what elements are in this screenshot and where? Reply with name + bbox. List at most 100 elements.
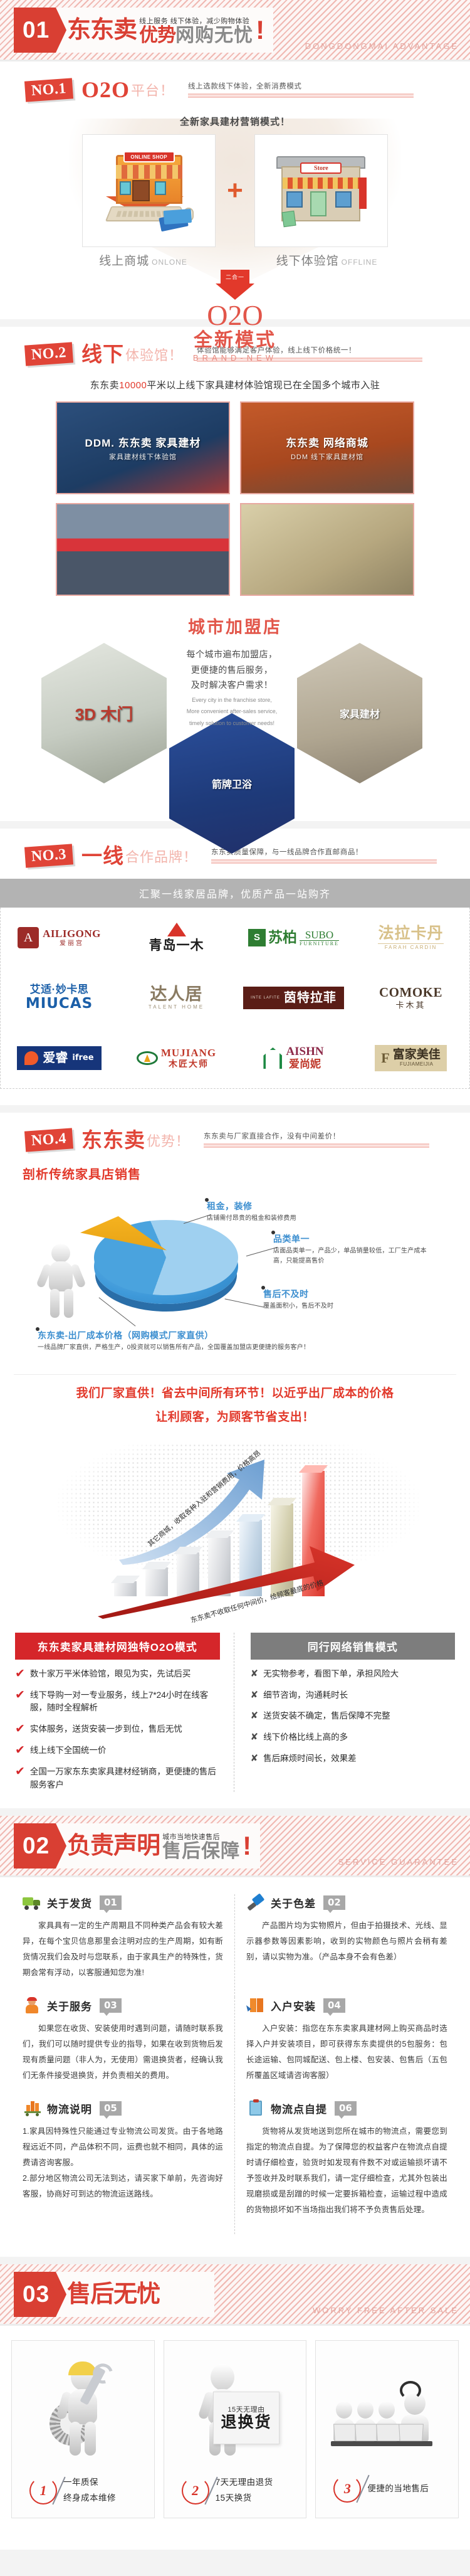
check-icon: ✔ — [15, 1744, 25, 1757]
no1-title-light: 平台！ — [131, 83, 175, 98]
no3-badge: NO.3 — [24, 844, 74, 868]
brand-logo[interactable]: MUJIANG 木匠大师 — [118, 1028, 235, 1088]
brand-logo[interactable]: 青岛一木 — [118, 908, 235, 968]
banner-title-red: 售后无忧 — [67, 2281, 160, 2308]
store-photo: DDM. 东东卖 家具建材 家具建材线下体验馆 — [56, 401, 230, 494]
section-banner-03: 03 售后无忧 WORRY FREE AFTER SALE — [0, 2264, 470, 2326]
page-bottom-spacer — [0, 2557, 470, 2566]
comparison-right-item: ✘ 线下价格比线上高的多 — [251, 1731, 456, 1744]
no2-badge: NO.2 — [24, 342, 74, 366]
merge-label: 二合一 — [225, 273, 244, 280]
brand-logo[interactable]: 法拉卡丹 FARAH CARDIN — [352, 908, 469, 968]
callout-factory-price: 东东卖-出厂成本价格（网购模式厂家直供） 一线品牌厂家直供，严格生产，0投资就可… — [36, 1327, 389, 1353]
comparison-left-item: ✔ 实体服务，送货安装一步到位，售后无忧 — [15, 1722, 220, 1736]
responsibility-title: 入户安装 — [271, 2000, 316, 2013]
world-map-background — [56, 1443, 420, 1581]
banner-inner: 02 负责声明 城市当地快速售后 售后保障 ! — [14, 1823, 261, 1869]
responsibility-number: 03 — [100, 1998, 122, 2016]
no2-desc: 体验馆能够满足客户体验，线上线下价格统一！ — [197, 347, 357, 354]
brand-logo[interactable]: S 苏柏 SUBO FURNITURE — [235, 908, 352, 968]
store-photo-caption: 东东卖 网络商城 DDM 线下家具建材馆 — [241, 434, 413, 462]
hex-photo-label: 家具建材 — [297, 643, 422, 783]
no4-title: 东东卖 — [81, 1128, 145, 1152]
brand-cn: 苏柏 — [268, 929, 298, 946]
brand-cn: 茵特拉菲 — [283, 991, 337, 1005]
after-sale-line-1: 7天无理由退货 — [215, 2478, 273, 2488]
house-icon — [263, 1047, 283, 1069]
brand-cn: 青岛一木 — [149, 937, 204, 953]
responsibility-item-02: 关于色差 02 产品图片均为实物照片，但由于拍摄技术、光线、显示器参数等因素影响… — [235, 1893, 459, 1997]
no3-subheader: NO.3 一线 合作品牌！ 东东卖质量保障，与一线品牌合作直邮商品！ — [0, 829, 470, 868]
step-number: 2 — [192, 2483, 199, 2499]
no2-title: 线下 — [81, 342, 124, 366]
comparison-left-item: ✔ 数十家万平米体验馆，眼见为实，先试后买 — [15, 1667, 220, 1681]
comparison-right-item: ✘ 细节咨询，沟通耗时长 — [251, 1689, 456, 1702]
brand-logo[interactable]: 艾适·妙卡思 MIUCAS — [1, 968, 118, 1028]
callout-dot — [271, 1231, 275, 1234]
brand-logo[interactable]: A AILIGONG 爱丽宫 — [1, 908, 118, 968]
label-offline-en: OFFLINE — [341, 258, 378, 267]
item-text: 无实物参考，看图下单，承担风险大 — [263, 1668, 399, 1678]
callout-title: 品类单一 — [273, 1234, 310, 1244]
brand-logo[interactable]: 达人居 TALENT HOME — [118, 968, 235, 1028]
brand-cn: 卡木其 — [395, 1000, 426, 1010]
banner-title-accent: 优势 — [139, 24, 176, 46]
brand-cn: 爱尚妮 — [289, 1058, 321, 1071]
pie-chart-title: 剖析传统家具店销售 — [23, 1168, 141, 1182]
item-text: 售后麻烦时间长，效果差 — [263, 1754, 357, 1764]
o2o-label-row: 线上商城 ONLONE 线下体验馆 OFFLINE — [76, 252, 394, 268]
after-sale-text: 一年质保 终身成本维修 — [63, 2475, 116, 2506]
callout-category: 品类单一 店面品类单一，产品少，单品销量较低，工厂生产成本高，只能提高售价 — [271, 1231, 436, 1266]
no2-desc-wrap: 体验馆能够满足客户体验，线上线下价格统一！ — [197, 345, 423, 363]
brand-logo[interactable]: INTE LAFITE 茵特拉菲 — [235, 968, 352, 1028]
comparison-left-item: ✔ 线下导购一对一专业服务，线上7*24小时在线客服，随时全程解析 — [15, 1688, 220, 1715]
responsibility-body: 入户安装：指您在东东卖家具建材网上购买商品时选择入户并安装项目，即可获得东东卖提… — [246, 2024, 447, 2080]
brand-en: AILIGONG — [43, 928, 101, 940]
brand-cn: 木匠大师 — [169, 1058, 209, 1069]
item-text: 实体服务，送货安装一步到位，售后无忧 — [29, 1724, 182, 1734]
banner-english: SERVICE GUARANTEE — [338, 1857, 459, 1867]
responsibility-item-06: 物流点自提 06 货物将从发货地送到您所在城市的物流点，需要您到指定的物流点自提… — [235, 2099, 459, 2234]
step-number-badge: 3 — [333, 2474, 370, 2503]
no4-desc: 东东卖与厂家直接合作，没有中间差价！ — [204, 1133, 340, 1140]
comparison-left-column: 东东卖家具建材网独特O2O模式 ✔ 数十家万平米体验馆，眼见为实，先试后买 ✔ 线下… — [15, 1632, 234, 1793]
brand-en: MUJIANG — [160, 1046, 217, 1059]
comparison-right-item: ✘ 售后麻烦时间长，效果差 — [251, 1752, 456, 1766]
callout-dot — [36, 1327, 39, 1331]
brand-logo[interactable]: COMOKE 卡木其 — [352, 968, 469, 1028]
cross-icon: ✘ — [250, 1689, 259, 1700]
comparison-left-item: ✔ 全国一万家东东卖家具建材经销商，更便捷的售后服务客户 — [15, 1765, 220, 1792]
section-banner-02: 02 负责声明 城市当地快速售后 售后保障 ! SERVICE GUARANTE… — [0, 1816, 470, 1878]
responsibility-header: 物流说明 05 — [23, 2100, 223, 2119]
callout-title: 租金，装修 — [207, 1201, 253, 1211]
brand-logo[interactable]: F 富家美佳 FUJIAMEIJIA — [352, 1028, 469, 1088]
no1-title: O2O — [81, 77, 130, 102]
item-text: 数十家万平米体验馆，眼见为实，先试后买 — [29, 1668, 191, 1678]
bar-2 — [142, 1561, 172, 1596]
brand-en: SUBO — [305, 928, 334, 941]
oval-icon — [136, 1051, 158, 1065]
comparison-right-column: 同行网络销售模式 ✘ 无实物参考，看图下单，承担风险大 ✘ 细节咨询，沟通耗时长 ✘… — [234, 1632, 456, 1792]
responsibility-grid: 关于发货 01 家具具有一定的生产周期且不同种类产品会有较大差异，在每个宝贝信息… — [0, 1878, 470, 2240]
step-number: 1 — [39, 2483, 47, 2499]
after-sale-text: 便捷的当地售后 — [367, 2481, 429, 2497]
brand-logo[interactable]: 爱睿 ifree — [1, 1028, 118, 1088]
truck-icon — [23, 1894, 41, 1911]
card-no4: NO.4 东东卖 优势！ 东东卖与厂家直接合作，没有中间差价！ 剖析传统家具店销… — [0, 1113, 470, 1809]
banner-subtitle: 城市当地快速售后 — [162, 1833, 221, 1841]
label-offline-cn: 线下体验馆 — [276, 255, 339, 268]
brush-icon — [246, 1893, 265, 1911]
franchise-hex-gallery: 3D 木门 箭牌卫浴 家具建材 每个城市遍布加盟店， 更便捷的售后服务， 及时解… — [0, 643, 470, 854]
brand-logo[interactable]: AISHN 爱尚妮 — [235, 1028, 352, 1088]
cross-icon: ✘ — [250, 1668, 259, 1679]
banner-inner: 01 东东卖 线上服务 线下体验，减少购物体验 优势 网购无忧 ! — [14, 8, 274, 53]
hex-photo-label: 3D 木门 — [41, 643, 167, 783]
o2o-shop-row: ONLINE SHOP + Store — [82, 134, 388, 247]
no4-subheader: NO.4 东东卖 优势！ 东东卖与厂家直接合作，没有中间差价！ — [0, 1113, 470, 1152]
offline-store-card: Store — [254, 134, 388, 247]
o2o-caption: 全新家具建材营销模式！ — [179, 117, 290, 127]
lead-number: 10000 — [119, 380, 147, 391]
hex-photo-label: 箭牌卫浴 — [169, 713, 295, 854]
city-line-3: 及时解决客户需求！ — [191, 680, 273, 690]
brand-cn: 爱丽宫 — [59, 940, 84, 947]
